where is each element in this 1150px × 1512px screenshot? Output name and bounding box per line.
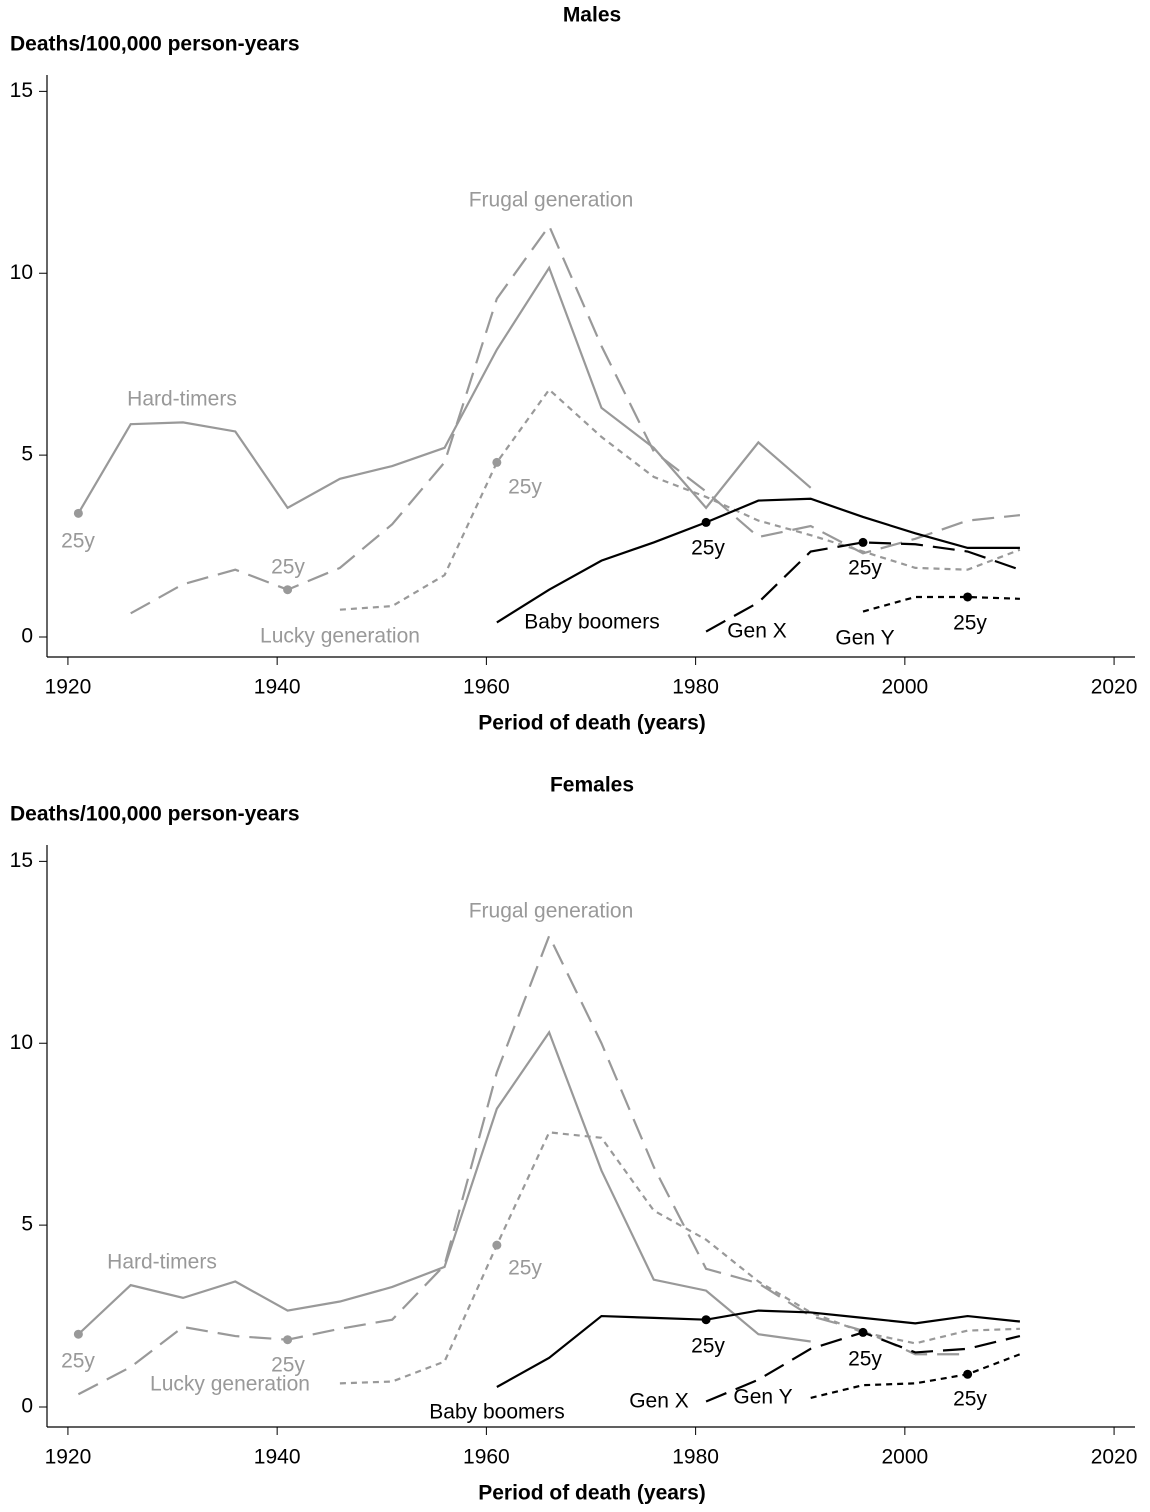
y-axis-label: Deaths/100,000 person-years bbox=[10, 803, 300, 826]
series-line bbox=[77, 1029, 811, 1343]
series-line bbox=[496, 1309, 1021, 1388]
y-tick-label: 0 bbox=[21, 625, 33, 648]
series-label: Gen Y bbox=[733, 1386, 792, 1409]
series-label: Frugal generation bbox=[469, 900, 634, 923]
x-tick-label: 2020 bbox=[1091, 1446, 1138, 1469]
x-tick-label: 2020 bbox=[1091, 676, 1138, 699]
x-tick-label: 2000 bbox=[881, 676, 928, 699]
marker-label: 25y bbox=[508, 476, 542, 499]
x-axis-label: Period of death (years) bbox=[478, 1482, 706, 1505]
y-tick-label: 10 bbox=[10, 1031, 33, 1054]
x-tick-label: 1960 bbox=[463, 1446, 510, 1469]
marker-label: 25y bbox=[691, 537, 725, 560]
age-marker bbox=[492, 457, 502, 467]
age-marker bbox=[963, 592, 973, 602]
age-marker bbox=[283, 585, 293, 595]
series-line bbox=[705, 541, 1021, 633]
series-line bbox=[339, 388, 1021, 611]
x-axis-label: Period of death (years) bbox=[478, 712, 706, 735]
x-tick-label: 1920 bbox=[45, 676, 92, 699]
y-tick-label: 5 bbox=[21, 443, 33, 466]
series-line bbox=[77, 265, 812, 514]
series-label: Baby boomers bbox=[429, 1401, 564, 1424]
y-tick-label: 0 bbox=[21, 1395, 33, 1418]
y-tick-label: 5 bbox=[21, 1213, 33, 1236]
series-line bbox=[130, 223, 1021, 615]
y-axis-label: Deaths/100,000 person-years bbox=[10, 33, 300, 56]
marker-label: 25y bbox=[271, 1354, 305, 1377]
x-tick-label: 1960 bbox=[463, 676, 510, 699]
age-marker bbox=[701, 517, 711, 527]
series-label: Frugal generation bbox=[469, 189, 634, 212]
age-marker bbox=[963, 1369, 973, 1379]
x-tick-label: 2000 bbox=[881, 1446, 928, 1469]
series-line bbox=[77, 933, 968, 1396]
series-line bbox=[496, 497, 1020, 624]
series-label: Gen X bbox=[727, 620, 787, 643]
series-label: Gen X bbox=[629, 1390, 689, 1413]
series-label: Hard-timers bbox=[107, 1251, 217, 1274]
series-label: Hard-timers bbox=[127, 388, 237, 411]
marker-label: 25y bbox=[508, 1257, 542, 1280]
age-marker bbox=[73, 508, 83, 518]
x-tick-label: 1980 bbox=[672, 1446, 719, 1469]
age-marker bbox=[701, 1315, 711, 1325]
x-tick-label: 1940 bbox=[254, 676, 301, 699]
marker-label: 25y bbox=[61, 1350, 95, 1373]
chart-title: Females bbox=[550, 774, 634, 797]
marker-label: 25y bbox=[848, 1348, 882, 1371]
y-tick-label: 10 bbox=[10, 261, 33, 284]
series-label: Gen Y bbox=[835, 627, 894, 650]
age-marker bbox=[73, 1329, 83, 1339]
x-tick-label: 1920 bbox=[45, 1446, 92, 1469]
series-label: Lucky generation bbox=[150, 1373, 310, 1396]
marker-label: 25y bbox=[848, 557, 882, 580]
marker-label: 25y bbox=[61, 530, 95, 553]
x-tick-label: 1940 bbox=[254, 1446, 301, 1469]
y-tick-label: 15 bbox=[10, 79, 33, 102]
age-marker bbox=[492, 1240, 502, 1250]
series-line bbox=[339, 1131, 1020, 1385]
age-marker bbox=[283, 1335, 293, 1345]
marker-label: 25y bbox=[953, 1388, 987, 1411]
age-marker bbox=[858, 1327, 868, 1337]
y-tick-label: 15 bbox=[10, 849, 33, 872]
x-tick-label: 1980 bbox=[672, 676, 719, 699]
marker-label: 25y bbox=[691, 1335, 725, 1358]
marker-label: 25y bbox=[953, 612, 987, 635]
chart-title: Males bbox=[563, 4, 621, 27]
series-line bbox=[810, 1353, 1021, 1399]
marker-label: 25y bbox=[271, 556, 305, 579]
series-label: Baby boomers bbox=[524, 611, 659, 634]
age-marker bbox=[858, 537, 868, 547]
series-line bbox=[862, 595, 1020, 613]
series-label: Lucky generation bbox=[260, 625, 420, 648]
